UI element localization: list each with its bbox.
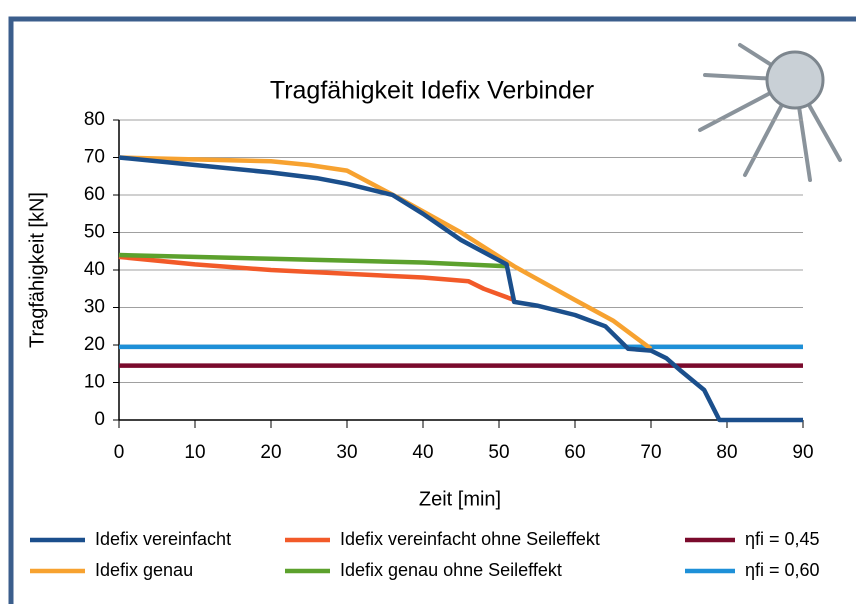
series-line [118, 252, 507, 269]
screw-icon [698, 43, 842, 182]
x-tick-label: 50 [488, 442, 509, 463]
y-tick-label: 0 [94, 409, 105, 430]
series-line [118, 155, 653, 351]
x-tick-label: 30 [336, 442, 357, 463]
x-tick-label: 0 [114, 442, 125, 463]
y-tick-label: 30 [84, 297, 105, 318]
legend-label: ηfi = 0,45 [745, 529, 820, 549]
x-tick-label: 90 [792, 442, 813, 463]
legend-label: ηfi = 0,60 [745, 560, 820, 580]
series-line [118, 254, 515, 303]
x-tick-label: 10 [184, 442, 205, 463]
legend-label: Idefix genau [95, 560, 193, 580]
chart-title: Tragfähigkeit Idefix Verbinder [270, 77, 594, 105]
y-tick-label: 20 [84, 334, 105, 355]
x-tick-label: 80 [716, 442, 737, 463]
y-tick-label: 60 [84, 184, 105, 205]
y-axis-label: Tragfähigkeit [kN] [26, 192, 48, 348]
y-tick-label: 40 [84, 259, 105, 280]
x-tick-label: 40 [412, 442, 433, 463]
y-tick-label: 80 [84, 109, 105, 130]
x-tick-label: 20 [260, 442, 281, 463]
y-tick-label: 50 [84, 222, 105, 243]
legend-label: Idefix vereinfacht ohne Seileffekt [340, 529, 600, 549]
legend-label: Idefix genau ohne Seileffekt [340, 560, 562, 580]
x-tick-label: 60 [564, 442, 585, 463]
x-axis-label: Zeit [min] [419, 488, 501, 510]
y-tick-label: 70 [84, 147, 105, 168]
frame [8, 16, 856, 604]
series-line [118, 155, 803, 423]
y-tick-label: 10 [84, 372, 105, 393]
legend-label: Idefix vereinfacht [95, 529, 231, 549]
x-tick-label: 70 [640, 442, 661, 463]
